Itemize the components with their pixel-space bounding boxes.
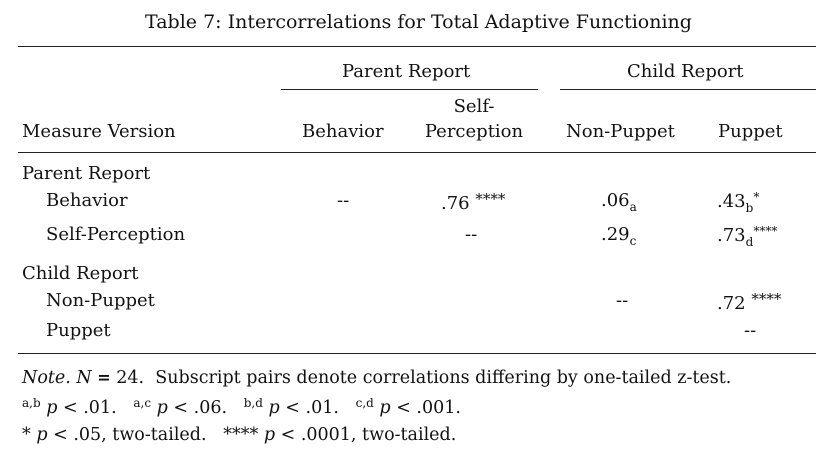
- cell-behavior-non-puppet: .06a: [601, 190, 637, 214]
- cell-non-puppet-non-puppet: --: [616, 290, 629, 311]
- section-label-parent-report: Parent Report: [22, 163, 151, 184]
- note-text: Subscript pairs denote correlations diff…: [155, 368, 732, 388]
- col-header-puppet: Puppet: [718, 121, 783, 142]
- top-rule: [18, 46, 816, 47]
- col-header-self-perception-line2: Perception: [424, 121, 524, 142]
- group-header-child-report: Child Report: [627, 61, 744, 82]
- cell-self-perception-non-puppet: .29c: [601, 224, 637, 248]
- cell-behavior-self-perception: .76 ****: [441, 190, 506, 214]
- section-label-child-report: Child Report: [22, 263, 139, 284]
- row-label-self-perception: Self-Perception: [46, 224, 186, 245]
- cell-self-perception-puppet: .73d****: [717, 224, 778, 249]
- n-equals: =: [97, 368, 111, 387]
- row-label-non-puppet: Non-Puppet: [46, 290, 155, 311]
- table-caption: Table 7: Intercorrelations for Total Ada…: [145, 11, 692, 33]
- table-note-line2: a,b p < .01. a,c p < .06. b,d p < .01. c…: [22, 396, 461, 418]
- header-rule: [18, 152, 816, 153]
- table-note-line3: * p < .05, two-tailed. **** p < .0001, t…: [22, 425, 457, 445]
- parent-report-underline: [281, 89, 538, 90]
- n-value: 24.: [116, 368, 145, 388]
- cell-puppet-puppet: --: [744, 320, 757, 341]
- table-note-line1: Note. N = 24. Subscript pairs denote cor…: [22, 368, 731, 388]
- child-report-underline: [560, 89, 816, 90]
- row-label-behavior: Behavior: [46, 190, 128, 211]
- col-header-measure-version: Measure Version: [22, 121, 176, 142]
- cell-self-perception-self-perception: --: [465, 224, 478, 245]
- cell-behavior-behavior: --: [337, 190, 350, 211]
- cell-behavior-puppet: .43b*: [717, 190, 760, 215]
- note-label: Note.: [22, 368, 71, 388]
- group-header-parent-report: Parent Report: [342, 61, 471, 82]
- col-header-self-perception-line1: Self-: [453, 96, 495, 117]
- bottom-rule: [18, 353, 816, 354]
- cell-non-puppet-puppet: .72 ****: [717, 290, 782, 314]
- row-label-puppet: Puppet: [46, 320, 111, 341]
- col-header-behavior: Behavior: [302, 121, 384, 142]
- n-symbol: N: [76, 368, 92, 388]
- col-header-non-puppet: Non-Puppet: [566, 121, 675, 142]
